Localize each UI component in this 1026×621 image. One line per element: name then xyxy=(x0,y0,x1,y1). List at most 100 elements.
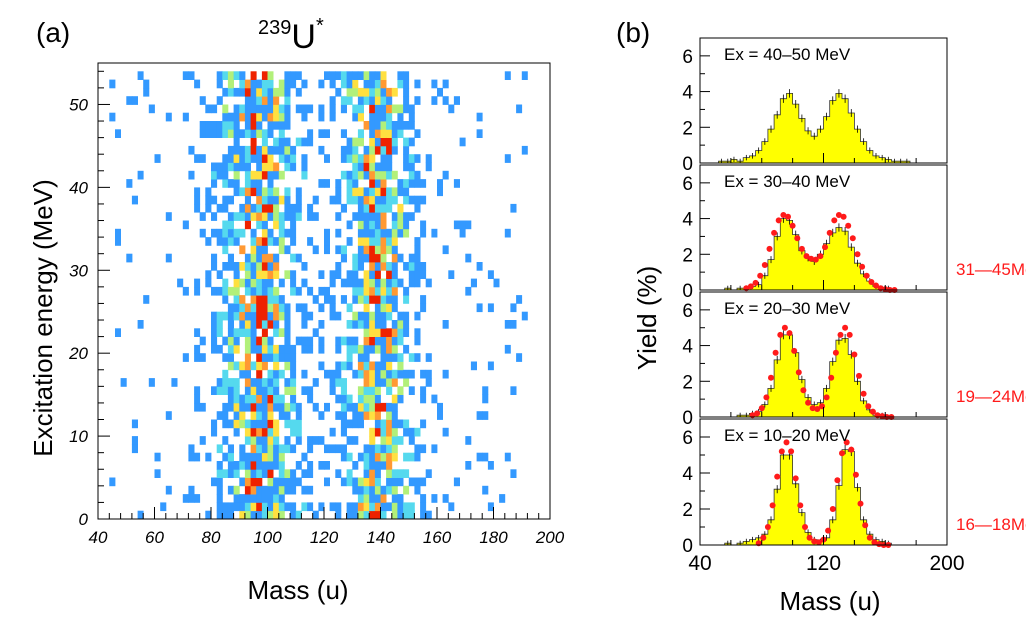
heatmap-cell xyxy=(352,369,359,379)
yield-ytick-label: 2 xyxy=(682,372,693,393)
heatmap-cell xyxy=(403,145,410,155)
heatmap-cell xyxy=(380,104,387,114)
heatmap-cell xyxy=(239,145,246,155)
heatmap-xtick-label: 60 xyxy=(145,528,164,547)
heatmap-cell xyxy=(227,378,234,387)
heatmap-cell xyxy=(261,220,268,230)
heatmap-cell xyxy=(284,361,291,371)
heatmap-cell xyxy=(278,328,285,337)
heatmap-cell xyxy=(442,245,449,255)
heatmap-cell xyxy=(290,369,297,379)
heatmap-cell xyxy=(408,195,415,205)
heatmap-cell xyxy=(380,162,387,172)
heatmap-cell xyxy=(318,79,325,89)
heatmap-cell xyxy=(267,477,274,487)
heatmap-cell xyxy=(267,121,274,130)
heatmap-cell xyxy=(295,303,302,313)
heatmap-cell xyxy=(165,411,172,420)
heatmap-cell xyxy=(188,170,195,180)
heatmap-cell xyxy=(414,336,421,346)
heatmap-cell xyxy=(363,228,370,238)
heatmap-cell xyxy=(318,461,325,470)
heatmap-cell xyxy=(380,179,387,188)
heatmap-cell xyxy=(143,79,150,89)
heatmap-cell xyxy=(374,402,381,412)
heatmap-cell xyxy=(352,485,359,495)
heatmap-cell xyxy=(256,411,263,420)
heatmap-cell xyxy=(318,286,325,296)
heatmap-cell xyxy=(216,494,223,503)
heatmap-cell xyxy=(386,137,393,147)
heatmap-cell xyxy=(301,262,308,271)
heatmap-cell xyxy=(369,121,376,130)
model-point xyxy=(856,372,862,379)
heatmap-cell xyxy=(380,212,387,221)
heatmap-cell xyxy=(363,444,370,454)
heatmap-cell xyxy=(380,112,387,122)
heatmap-cell xyxy=(290,394,297,404)
heatmap-cell xyxy=(256,461,263,470)
heatmap-cell xyxy=(273,96,280,105)
heatmap-cell xyxy=(250,187,257,197)
heatmap-cell xyxy=(363,477,370,487)
heatmap-cell xyxy=(391,129,398,138)
heatmap-cell xyxy=(482,386,489,395)
heatmap-cell xyxy=(380,145,387,155)
heatmap-cell xyxy=(357,245,364,255)
heatmap-cell xyxy=(357,170,364,180)
heatmap-cell xyxy=(340,361,347,371)
heatmap-cell xyxy=(363,145,370,155)
heatmap-cell xyxy=(329,386,336,395)
heatmap-cell xyxy=(284,353,291,362)
heatmap-cell xyxy=(222,112,229,122)
heatmap-cell xyxy=(284,344,291,354)
heatmap-cell xyxy=(369,187,376,197)
heatmap-cell xyxy=(250,137,257,147)
heatmap-cell xyxy=(374,187,381,197)
yield-ytick-label: 2 xyxy=(682,500,693,521)
heatmap-cell xyxy=(335,510,342,520)
heatmap-cell xyxy=(211,121,218,130)
heatmap-cell xyxy=(380,220,387,230)
heatmap-cell xyxy=(521,71,528,80)
heatmap-cell xyxy=(380,187,387,197)
heatmap-cell xyxy=(357,203,364,213)
heatmap-cell xyxy=(256,436,263,445)
heatmap-cell xyxy=(369,402,376,412)
heatmap-cell xyxy=(363,154,370,163)
heatmap-cell xyxy=(284,154,291,163)
heatmap-cell xyxy=(182,353,189,362)
heatmap-cell xyxy=(154,452,161,462)
heatmap-panel: (a) 239U* Excitation energy (MeV) Mass (… xyxy=(28,15,565,605)
heatmap-cell xyxy=(239,203,246,213)
heatmap-cell xyxy=(284,87,291,97)
heatmap-cell xyxy=(267,237,274,246)
heatmap-cell xyxy=(211,162,218,172)
heatmap-cell xyxy=(397,502,404,512)
heatmap-cell xyxy=(295,461,302,470)
heatmap-cell xyxy=(273,436,280,445)
heatmap-cell xyxy=(346,394,353,404)
heatmap-cell xyxy=(205,104,212,114)
heatmap-cell xyxy=(227,262,234,271)
heatmap-cell xyxy=(386,461,393,470)
heatmap-cell xyxy=(267,179,274,188)
heatmap-cell xyxy=(290,378,297,387)
heatmap-cell xyxy=(397,187,404,197)
heatmap-cell xyxy=(290,145,297,155)
heatmap-cell xyxy=(188,452,195,462)
heatmap-cell xyxy=(386,295,393,304)
heatmap-cell xyxy=(250,444,257,454)
model-point xyxy=(851,351,858,358)
heatmap-cell xyxy=(403,262,410,271)
heatmap-cell xyxy=(290,402,297,412)
heatmap-cell xyxy=(386,170,393,180)
heatmap-cell xyxy=(239,477,246,487)
heatmap-cell xyxy=(278,469,285,478)
heatmap-cell xyxy=(380,121,387,130)
heatmap-cell xyxy=(352,286,359,296)
heatmap-cell xyxy=(414,203,421,213)
heatmap-cell xyxy=(312,328,319,337)
heatmap-cell xyxy=(278,145,285,155)
heatmap-cell xyxy=(352,212,359,221)
